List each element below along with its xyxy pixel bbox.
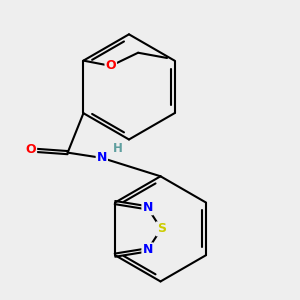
Text: O: O — [26, 143, 36, 157]
Text: S: S — [157, 222, 166, 236]
Text: N: N — [142, 243, 153, 256]
Text: N: N — [142, 201, 153, 214]
Text: O: O — [106, 59, 116, 72]
Text: N: N — [97, 152, 107, 164]
Text: H: H — [113, 142, 122, 155]
